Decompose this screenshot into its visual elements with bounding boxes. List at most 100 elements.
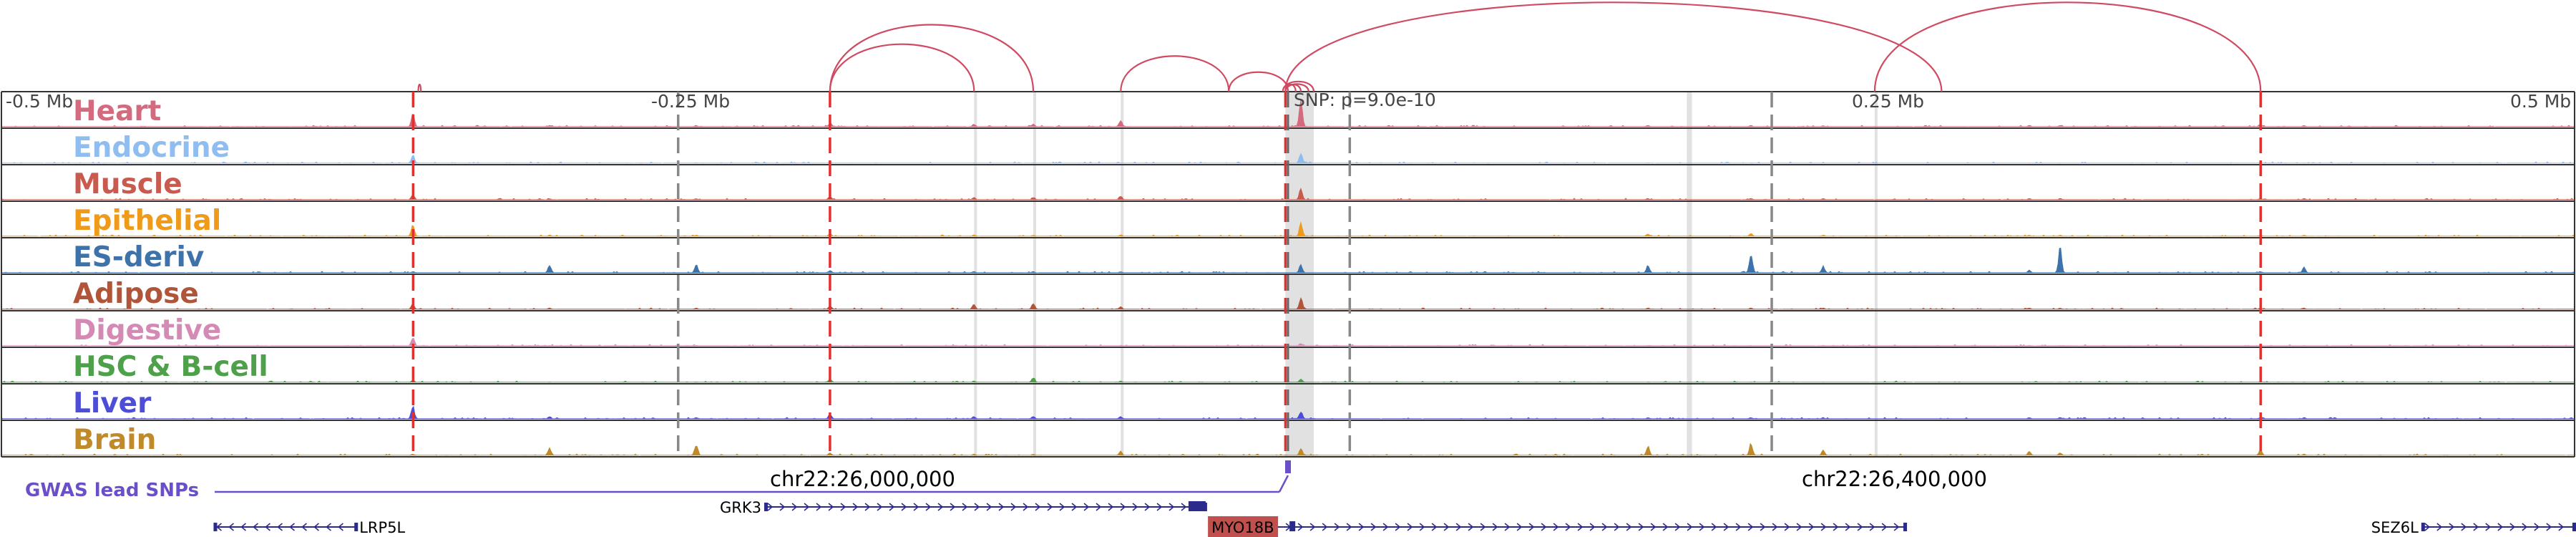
strand-arrow: [1662, 523, 1669, 531]
strand-arrow: [1796, 523, 1802, 531]
strand-arrow: [1869, 523, 1875, 531]
loop-arc: [417, 83, 422, 92]
loop-arc: [829, 24, 1035, 92]
strand-arrow: [901, 503, 907, 511]
strand-arrow: [767, 503, 774, 511]
strand-arrow: [2485, 523, 2492, 531]
strand-arrow: [2558, 523, 2565, 531]
strand-arrow: [1808, 523, 1815, 531]
track-label: Digestive: [73, 314, 221, 347]
track-label: ES-deriv: [73, 241, 204, 274]
strand-arrow: [2424, 523, 2431, 531]
exon-block: [354, 523, 358, 531]
strand-arrow: [2473, 523, 2479, 531]
strand-arrow: [1431, 523, 1438, 531]
strand-arrow: [1468, 523, 1474, 531]
strand-arrow: [2497, 523, 2504, 531]
strand-arrow: [1297, 523, 1304, 531]
strand-arrow: [1083, 503, 1090, 511]
track-label: Epithelial: [73, 205, 221, 237]
strand-arrow: [1857, 523, 1863, 531]
strand-arrow: [240, 523, 246, 531]
track-label: Liver: [73, 387, 152, 420]
strand-arrow: [1071, 503, 1078, 511]
strand-arrow: [1370, 523, 1377, 531]
strand-arrow: [289, 523, 295, 531]
strand-arrow: [1711, 523, 1717, 531]
strand-arrow: [2546, 523, 2552, 531]
strand-arrow: [313, 523, 319, 531]
strand-arrow: [1699, 523, 1705, 531]
strand-arrow: [1035, 503, 1041, 511]
strand-arrow: [1059, 503, 1065, 511]
strand-arrow: [840, 503, 847, 511]
exon-block: [2421, 523, 2425, 531]
strand-arrow: [1120, 503, 1126, 511]
gwas-snp-marker: [1285, 460, 1291, 473]
strand-arrow: [1820, 523, 1827, 531]
strand-arrow: [1395, 523, 1401, 531]
strand-arrow: [974, 503, 980, 511]
axis-tick-label: -0.5 Mb: [6, 91, 73, 112]
coordinate-label: chr22:26,400,000: [1802, 467, 1987, 491]
loop-arc: [829, 43, 975, 92]
strand-arrow: [2534, 523, 2540, 531]
strand-arrow: [1833, 523, 1839, 531]
strand-arrow: [779, 503, 786, 511]
strand-arrow: [1492, 523, 1498, 531]
strand-arrow: [1735, 523, 1742, 531]
strand-arrow: [1382, 523, 1389, 531]
strand-arrow: [1480, 523, 1486, 531]
strand-arrow: [816, 503, 822, 511]
track-label: Adipose: [73, 278, 199, 310]
strand-arrow: [1407, 523, 1413, 531]
strand-arrow: [877, 503, 883, 511]
loop-arc: [1282, 80, 1315, 92]
strand-arrow: [1893, 523, 1900, 531]
gene-label: GRK3: [720, 499, 761, 516]
exon-block: [213, 523, 218, 531]
strand-arrow: [804, 503, 810, 511]
strand-arrow: [338, 523, 343, 531]
strand-arrow: [852, 503, 859, 511]
strand-arrow: [1443, 523, 1450, 531]
loop-arc: [1228, 71, 1289, 92]
strand-arrow: [1601, 523, 1608, 531]
strand-arrow: [1650, 523, 1657, 531]
signal-track: [1, 188, 2575, 200]
strand-arrow: [2436, 523, 2443, 531]
strand-arrow: [1845, 523, 1851, 531]
gene-label: LRP5L: [359, 519, 405, 536]
signal-track: [1, 442, 2575, 456]
strand-arrow: [253, 523, 258, 531]
loop-arc: [1873, 1, 2262, 92]
strand-arrow: [950, 503, 956, 511]
strand-arrow: [2522, 523, 2528, 531]
exon-block: [1188, 501, 1206, 511]
enhancer-lines: [411, 92, 2263, 457]
gene-label: MYO18B: [1211, 519, 1274, 536]
strand-arrow: [1169, 503, 1175, 511]
strand-arrow: [1455, 523, 1462, 531]
axis-tick-label: 0.25 Mb: [1852, 91, 1924, 112]
strand-arrow: [301, 523, 307, 531]
strand-arrow: [265, 523, 270, 531]
strand-arrow: [1723, 523, 1729, 531]
strand-arrow: [1516, 523, 1523, 531]
strand-arrow: [2509, 523, 2516, 531]
strand-arrow: [1181, 503, 1187, 511]
strand-arrow: [889, 503, 895, 511]
strand-arrow: [1772, 523, 1778, 531]
strand-arrow: [1565, 523, 1571, 531]
strand-arrow: [828, 503, 834, 511]
gwas-lead-snps-label: GWAS lead SNPs: [25, 480, 199, 501]
strand-arrow: [2461, 523, 2467, 531]
strand-arrow: [1589, 523, 1596, 531]
strand-arrow: [1747, 523, 1754, 531]
strand-arrow: [1309, 523, 1316, 531]
strand-arrow: [913, 503, 919, 511]
strand-arrow: [1047, 503, 1053, 511]
strand-arrow: [1626, 523, 1632, 531]
strand-arrow: [962, 503, 968, 511]
